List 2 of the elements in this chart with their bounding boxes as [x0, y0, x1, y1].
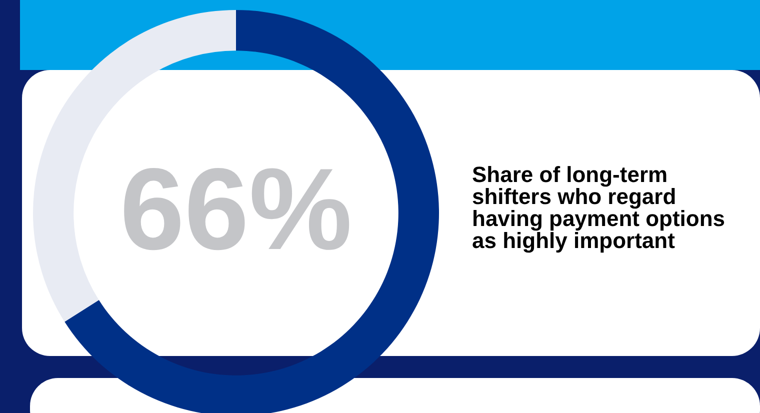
text: Share of long-term shifters who regard having payment options as highly important: [472, 162, 726, 253]
text: 66%: [120, 144, 352, 274]
